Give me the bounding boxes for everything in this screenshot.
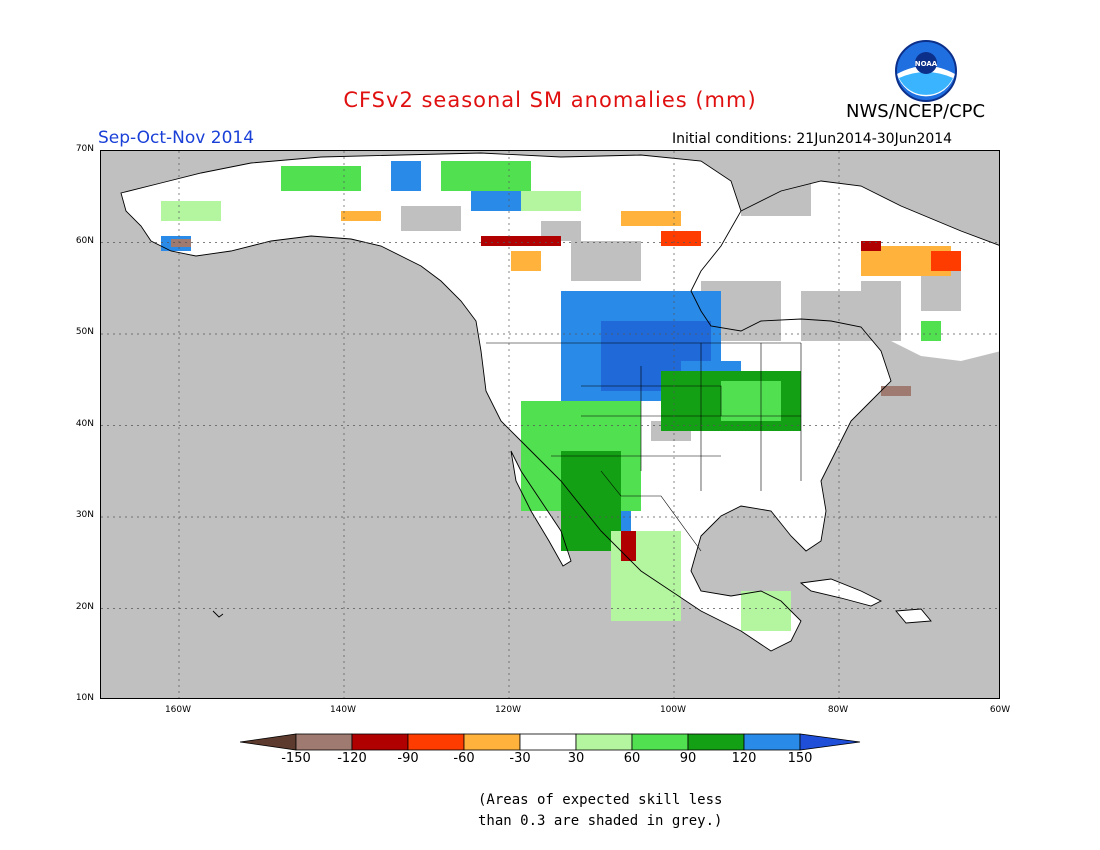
colorbar-label: 90 xyxy=(679,751,697,766)
colorbar-label: 150 xyxy=(787,751,813,766)
season-label: Sep-Oct-Nov 2014 xyxy=(98,128,255,148)
soil-moisture-map xyxy=(101,151,999,698)
map-area xyxy=(100,150,1000,699)
lon-label-100w: 100W xyxy=(659,705,687,715)
lon-label-120w: 120W xyxy=(494,705,522,715)
colorbar-segment-8 xyxy=(687,733,745,751)
lat-label-10n: 10N xyxy=(75,693,94,703)
chart-title: CFSv2 seasonal SM anomalies (mm) xyxy=(343,88,757,112)
colorbar-segment-3 xyxy=(407,733,465,751)
lat-label-20n: 20N xyxy=(75,602,94,612)
colorbar-segment-10 xyxy=(799,733,861,751)
lat-label-60n: 60N xyxy=(75,236,94,246)
colorbar xyxy=(239,733,862,751)
political-borders xyxy=(486,342,802,552)
colorbar-segment-7 xyxy=(631,733,689,751)
lat-label-50n: 50N xyxy=(75,327,94,337)
colorbar-segment-6 xyxy=(575,733,633,751)
colorbar-segment-9 xyxy=(743,733,801,751)
colorbar-label: -150 xyxy=(281,751,311,766)
colorbar-label: 120 xyxy=(731,751,757,766)
lon-label-80w: 80W xyxy=(827,705,849,715)
lat-label-40n: 40N xyxy=(75,419,94,429)
colorbar-segment-2 xyxy=(351,733,409,751)
colorbar-segment-5 xyxy=(519,733,577,751)
graticule xyxy=(101,151,999,698)
colorbar-label: -120 xyxy=(337,751,367,766)
skill-note-line-1: (Areas of expected skill less xyxy=(478,792,723,808)
noaa-logo: NOAA xyxy=(895,40,957,102)
colorbar-label: -90 xyxy=(397,751,419,766)
anomaly-layer xyxy=(161,161,961,631)
lon-label-60w: 60W xyxy=(989,705,1011,715)
colorbar-label: 30 xyxy=(567,751,585,766)
colorbar-label: -60 xyxy=(453,751,475,766)
lon-label-140w: 140W xyxy=(329,705,357,715)
agency-label: NWS/NCEP/CPC xyxy=(846,101,986,122)
colorbar-segment-1 xyxy=(295,733,353,751)
lon-label-160w: 160W xyxy=(164,705,192,715)
colorbar-label: 60 xyxy=(623,751,641,766)
skill-note: (Areas of expected skill less than 0.3 a… xyxy=(478,790,722,832)
colorbar-label: -30 xyxy=(509,751,531,766)
colorbar-segment-4 xyxy=(463,733,521,751)
lat-label-30n: 30N xyxy=(75,510,94,520)
low-skill-shading xyxy=(301,171,961,441)
initial-conditions-label: Initial conditions: 21Jun2014-30Jun2014 xyxy=(672,131,953,147)
colorbar-segment-0 xyxy=(239,733,297,751)
coastline xyxy=(120,152,999,652)
skill-note-line-2: than 0.3 are shaded in grey.) xyxy=(478,813,723,829)
lat-label-70n: 70N xyxy=(75,144,94,154)
svg-text:NOAA: NOAA xyxy=(915,60,938,68)
